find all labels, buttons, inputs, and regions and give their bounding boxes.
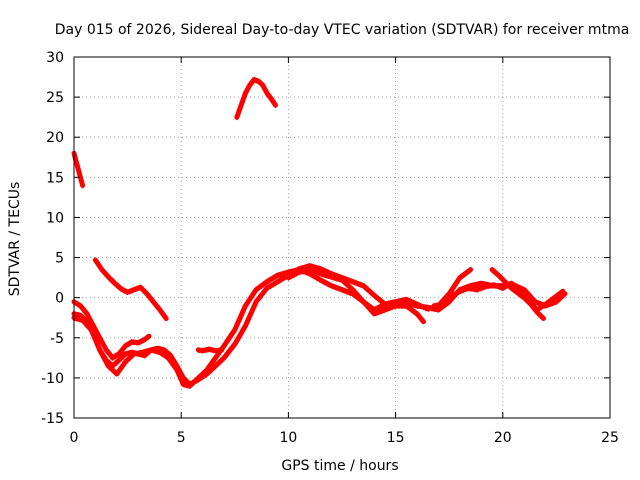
- y-axis-label: SDTVAR / TECUs: [7, 182, 23, 297]
- series-line-arc-5: [71, 263, 474, 387]
- y-tick-label: -10: [41, 371, 64, 387]
- series-jitter-arc-2: [94, 261, 168, 322]
- series-line-arc-7: [195, 346, 225, 354]
- series-jitter-arc-6: [287, 270, 425, 325]
- series-jitter-arc-8: [433, 284, 564, 313]
- y-tick-label: 25: [46, 90, 64, 106]
- y-tick-label: 15: [46, 170, 64, 186]
- plot-frame: [73, 56, 611, 419]
- series-jitter-arc-1: [73, 154, 84, 189]
- chart-title: Day 015 of 2026, Sidereal Day-to-day VTE…: [55, 22, 630, 38]
- y-tick-label: 0: [55, 291, 64, 307]
- series-jitter-arc-5: [73, 266, 472, 388]
- y-tick-label: 20: [46, 130, 64, 146]
- data-series: [71, 77, 568, 389]
- series-jitter-arc-9: [491, 270, 545, 322]
- series-line-arc-2: [92, 257, 169, 321]
- x-axis-label: GPS time / hours: [281, 458, 398, 474]
- series-line-arc-3: [71, 299, 152, 361]
- y-tick-label: 10: [46, 210, 64, 226]
- x-tick-label: 20: [494, 430, 512, 446]
- x-tick-label: 10: [279, 430, 297, 446]
- series-jitter-arc-3: [73, 302, 150, 361]
- y-tick-label: -15: [41, 411, 64, 427]
- x-tick-label: 25: [601, 430, 619, 446]
- series-line-arc-9: [489, 267, 546, 321]
- x-tick-label: 5: [177, 430, 186, 446]
- series-line-arc-8: [431, 280, 566, 313]
- x-tick-label: 15: [387, 430, 405, 446]
- series-jitter-arc-7: [197, 350, 223, 354]
- series-line-arc-6: [285, 267, 426, 325]
- x-tick-label: 0: [70, 430, 79, 446]
- y-tick-label: 30: [46, 50, 64, 66]
- grid-lines: [74, 57, 610, 418]
- y-tick-label: -5: [50, 331, 64, 347]
- y-tick-label: 5: [55, 251, 64, 267]
- series-jitter-arc-10: [235, 80, 277, 121]
- axes: 0 5 10 15 20 25 -15 -10 -5 0 5 10 15 20 25 30: [41, 50, 619, 446]
